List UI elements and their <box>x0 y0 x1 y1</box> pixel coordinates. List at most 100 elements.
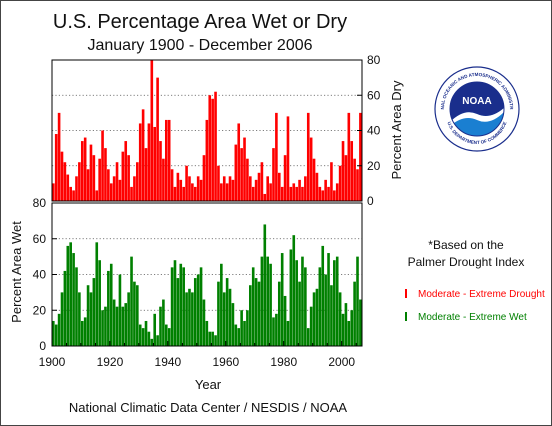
data-bar <box>217 165 220 201</box>
data-bar <box>57 313 61 346</box>
data-bar <box>333 260 336 346</box>
data-bar <box>75 267 78 346</box>
y-tick-label: 40 <box>367 124 381 138</box>
data-bar <box>193 186 197 201</box>
data-bar <box>254 278 258 346</box>
data-bar <box>260 162 264 201</box>
data-bar <box>231 179 235 201</box>
data-bar <box>338 165 342 201</box>
data-bar <box>162 299 165 346</box>
data-bar <box>315 288 319 346</box>
data-bar <box>86 285 90 346</box>
data-bar <box>211 331 214 346</box>
data-bar <box>75 176 78 201</box>
data-bar <box>66 174 70 201</box>
data-bar <box>269 263 272 346</box>
data-bar <box>150 60 154 201</box>
data-bar <box>347 320 351 346</box>
legend-note-line-1: *Based on the <box>428 238 504 252</box>
data-bar <box>188 176 191 201</box>
data-bar <box>124 303 128 346</box>
data-bar <box>280 253 284 346</box>
legend-label-wet: Moderate - Extreme Wet <box>418 312 527 323</box>
data-bar <box>251 186 255 201</box>
data-bar <box>83 317 87 346</box>
data-bar <box>179 179 183 201</box>
data-bar <box>130 256 133 346</box>
data-bar <box>211 98 214 201</box>
data-bar <box>191 292 194 346</box>
data-bar <box>249 285 252 346</box>
data-bar <box>196 274 200 346</box>
data-bar <box>199 267 203 346</box>
data-bar <box>57 112 61 201</box>
data-bar <box>208 331 212 346</box>
data-bar <box>170 169 174 201</box>
data-bar <box>266 256 269 346</box>
data-bar <box>243 320 246 346</box>
data-bar <box>136 285 139 346</box>
data-bar <box>295 260 298 346</box>
data-bar <box>257 281 261 346</box>
data-bar <box>306 112 310 201</box>
data-bar <box>127 155 130 201</box>
data-bar <box>318 267 322 346</box>
data-bar <box>341 313 345 346</box>
data-bar <box>321 190 325 201</box>
data-bar <box>301 186 304 201</box>
data-bar <box>133 281 136 346</box>
data-bar <box>222 292 226 346</box>
data-bar <box>272 317 275 346</box>
data-bar <box>344 155 348 201</box>
data-bar <box>222 176 226 201</box>
data-bar <box>54 134 58 201</box>
data-bar <box>66 245 70 346</box>
data-bar <box>72 253 75 346</box>
data-bar <box>324 179 327 201</box>
y-tick-label: 80 <box>33 196 47 210</box>
data-bar <box>309 137 313 201</box>
data-bar <box>60 292 64 346</box>
data-bar <box>89 144 93 201</box>
data-bar <box>107 270 110 346</box>
x-tick-label: 1900 <box>39 355 66 369</box>
data-bar <box>176 172 180 201</box>
data-bar <box>220 183 223 201</box>
data-bar <box>292 183 296 201</box>
data-bar <box>124 141 128 201</box>
data-bar <box>327 253 330 346</box>
data-bar <box>330 162 333 201</box>
data-bar <box>353 281 356 346</box>
x-tick-label: 2000 <box>328 355 355 369</box>
data-bar <box>63 162 67 201</box>
data-bar <box>89 292 93 346</box>
data-bar <box>237 328 241 346</box>
data-bar <box>324 274 327 346</box>
data-bar <box>341 141 345 201</box>
data-bar <box>231 303 235 346</box>
data-bar <box>301 256 304 346</box>
data-bar <box>289 249 293 346</box>
data-bar <box>101 130 104 201</box>
data-bar <box>144 320 148 346</box>
data-bar <box>275 313 278 346</box>
data-bar <box>162 158 165 201</box>
data-bar <box>315 172 319 201</box>
data-bar <box>83 137 87 201</box>
data-bar <box>98 158 101 201</box>
data-bar <box>205 119 209 201</box>
data-bar <box>107 169 110 201</box>
data-bar <box>237 123 241 201</box>
y-tick-label: 60 <box>33 232 47 246</box>
data-bar <box>98 260 101 346</box>
data-bar <box>234 144 238 201</box>
data-bar <box>335 183 339 201</box>
data-bar <box>118 179 122 201</box>
data-bar <box>263 224 267 346</box>
data-bar <box>283 155 287 201</box>
data-bar <box>283 295 287 346</box>
data-bar <box>185 165 188 201</box>
data-bar <box>243 137 246 201</box>
data-bar <box>225 278 229 346</box>
data-bar <box>104 306 107 346</box>
